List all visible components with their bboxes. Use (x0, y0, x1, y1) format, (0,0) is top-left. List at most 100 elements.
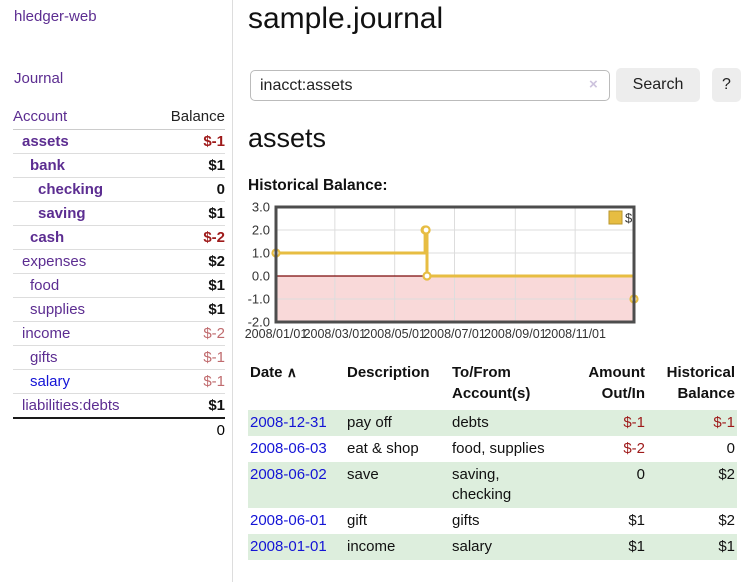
account-name-cell: assets (13, 130, 154, 154)
help-button[interactable]: ? (712, 68, 741, 102)
date-column-header[interactable]: Date ∧ (248, 360, 345, 410)
account-balance: $-1 (203, 133, 225, 150)
account-link[interactable]: cash (30, 229, 65, 246)
transaction-date-link[interactable]: 2008-01-01 (250, 538, 327, 555)
header-line: Account(s) (452, 385, 531, 402)
search-bar: × Search ? (248, 68, 742, 102)
description-column-header: Description (347, 364, 430, 381)
transaction-accounts: saving, checking (452, 466, 512, 503)
x-axis-tick-label: 2008/03/01 (304, 327, 367, 341)
account-link[interactable]: checking (38, 181, 104, 198)
transaction-amount: $1 (628, 538, 645, 555)
account-link[interactable]: expenses (22, 253, 87, 270)
account-name-cell: saving (13, 201, 154, 226)
account-row: liabilities:debts $1 (13, 393, 225, 418)
sidebar-item-journal[interactable]: Journal (14, 70, 64, 87)
transaction-description: income (347, 538, 396, 555)
header-line: Balance (677, 385, 735, 402)
transaction-description: gift (347, 512, 368, 529)
account-row: salary $-1 (13, 369, 225, 394)
account-row: income $-2 (13, 321, 225, 346)
header-line: Historical (666, 364, 735, 381)
transaction-balance: $-1 (713, 414, 735, 431)
accounts-column-header[interactable]: Account (13, 106, 154, 130)
balance-column-header: Historical Balance (647, 360, 737, 410)
transaction-date-cell: 2008-01-01 (248, 534, 345, 560)
header-line: Amount (588, 364, 645, 381)
transaction-accounts: food, supplies (452, 440, 545, 457)
transaction-balance: $2 (718, 512, 735, 529)
sidebar: hledger-web Journal Account Balance asse… (0, 0, 233, 582)
transaction-balance: $1 (718, 538, 735, 555)
legend-swatch (608, 210, 623, 225)
accounts-table: Account Balance assets $-1 bank $1 checking 0… (13, 106, 225, 442)
account-row: checking 0 (13, 177, 225, 202)
y-axis-tick-label: -2.0 (248, 315, 270, 330)
transaction-description: eat & shop (347, 440, 419, 457)
account-link[interactable]: liabilities:debts (22, 397, 120, 414)
spacer (13, 417, 154, 442)
sort-ascending-icon: ∧ (286, 364, 297, 380)
account-name-cell: food (13, 273, 154, 298)
accounts-header-row: Account Balance (13, 106, 225, 130)
account-link[interactable]: gifts (30, 349, 58, 366)
account-name-cell: income (13, 321, 154, 346)
account-row: gifts $-1 (13, 345, 225, 370)
account-link[interactable]: bank (30, 157, 66, 174)
account-name-cell: gifts (13, 345, 154, 370)
accounts-column-header: To/From Account(s) (450, 360, 562, 410)
transaction-amount: $-2 (623, 440, 645, 457)
account-name-cell: checking (13, 177, 154, 202)
transaction-date-link[interactable]: 2008-12-31 (250, 414, 327, 431)
account-balance: $-2 (153, 225, 225, 250)
data-point-marker (421, 225, 431, 235)
account-row: supplies $1 (13, 297, 225, 322)
account-name-cell: supplies (13, 297, 154, 322)
brand-link[interactable]: hledger-web (14, 8, 97, 25)
x-axis-tick-label: 2008/11/01 (544, 327, 606, 341)
header-line: To/From (452, 364, 511, 381)
search-button[interactable]: Search (616, 68, 700, 102)
x-axis-tick-label: 2008/09/01 (484, 327, 547, 341)
account-link[interactable]: supplies (30, 301, 86, 318)
register-table: Date ∧ Description To/From Account(s) Am… (248, 360, 737, 560)
account-link[interactable]: assets (22, 133, 69, 150)
transaction-date-cell: 2008-06-03 (248, 436, 345, 462)
x-axis-tick-label: 2008/05/01 (363, 327, 426, 341)
account-name-cell: bank (13, 153, 154, 178)
account-name-cell: liabilities:debts (13, 393, 154, 418)
clear-search-icon[interactable]: × (589, 76, 598, 93)
account-link[interactable]: food (30, 277, 60, 294)
account-balance: $1 (153, 393, 225, 418)
transaction-accounts: salary (452, 538, 493, 555)
account-link[interactable]: income (22, 325, 71, 342)
amount-column-header: Amount Out/In (562, 360, 647, 410)
account-row: food $1 (13, 273, 225, 298)
transaction-date-link[interactable]: 2008-06-02 (250, 466, 327, 483)
transaction-date-link[interactable]: 2008-06-03 (250, 440, 327, 457)
transaction-amount: 0 (636, 466, 645, 483)
transaction-accounts: gifts (452, 512, 480, 529)
search-input[interactable] (250, 70, 610, 101)
y-axis-tick-label: -1.0 (248, 292, 270, 307)
y-axis-tick-label: 3.0 (252, 200, 270, 215)
transaction-date-link[interactable]: 2008-06-01 (250, 512, 327, 529)
transaction-row: 2008-01-01 income salary $1 $1 (248, 534, 737, 560)
account-name-cell: cash (13, 225, 154, 250)
account-row: expenses $2 (13, 249, 225, 274)
account-link[interactable]: salary (30, 373, 71, 390)
x-axis-tick-label: 2008/01/01 (245, 327, 308, 341)
transaction-accounts: debts (452, 414, 489, 431)
accounts-total-row: 0 (13, 417, 225, 442)
register-header-row: Date ∧ Description To/From Account(s) Am… (248, 360, 737, 410)
historical-balance-chart: 3.0 2.0 1.0 0.0 -1.0 -2.02008/01/012008/03/01… (245, 200, 639, 341)
account-row: bank $1 (13, 153, 225, 178)
accounts-total-value: 0 (153, 417, 225, 442)
y-axis-tick-label: 1.0 (252, 246, 270, 261)
account-balance: $2 (153, 249, 225, 274)
transaction-date-cell: 2008-06-01 (248, 508, 345, 534)
transaction-row: 2008-06-01 gift gifts $1 $2 (248, 508, 737, 534)
account-link[interactable]: saving (38, 205, 86, 222)
x-axis-tick-label: 2008/07/01 (423, 327, 486, 341)
account-name-cell: expenses (13, 249, 154, 274)
